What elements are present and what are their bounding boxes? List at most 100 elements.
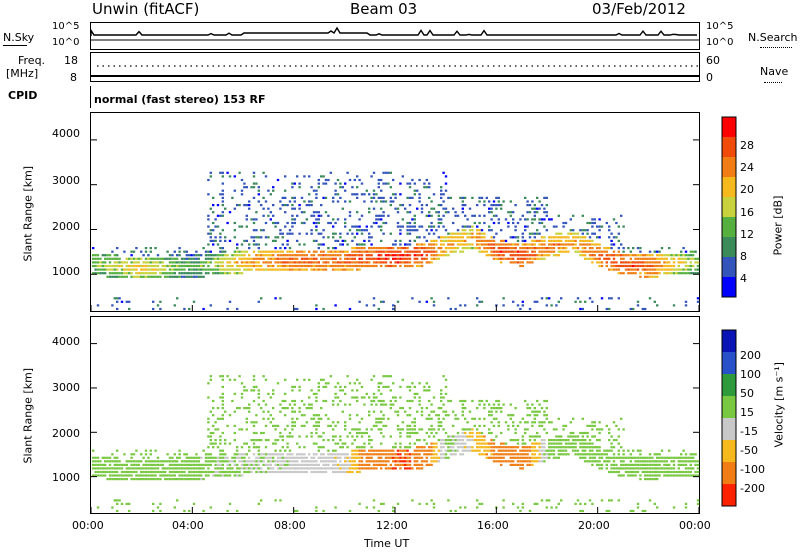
velocity-cell — [574, 435, 577, 438]
velocity-cell — [348, 431, 352, 435]
power-cell — [152, 264, 155, 268]
velocity-cell — [418, 446, 421, 449]
velocity-cell — [281, 439, 284, 442]
power-cell — [274, 261, 277, 264]
power-cell — [332, 250, 335, 253]
power-cell — [401, 247, 404, 250]
power-cell — [360, 229, 364, 232]
velocity-cell — [130, 453, 133, 456]
power-cell — [192, 272, 196, 275]
velocity-cell — [617, 456, 620, 459]
velocity-cell — [473, 417, 476, 420]
power-cell — [435, 229, 438, 232]
power-cell — [612, 264, 616, 268]
velocity-cell — [214, 421, 217, 424]
power-cell — [428, 232, 431, 235]
velocity-cell — [492, 460, 496, 463]
vel-cbar-tick-m100: -100 — [740, 463, 765, 476]
velocity-cell — [447, 499, 450, 502]
power-cell — [444, 229, 448, 232]
power-cell — [442, 193, 445, 196]
power-cell — [183, 264, 186, 268]
velocity-cell — [245, 407, 248, 410]
power-cell — [161, 264, 164, 268]
velocity-cell — [190, 467, 193, 470]
power-cell — [567, 236, 570, 239]
velocity-cell — [293, 421, 296, 424]
power-cell — [267, 261, 270, 264]
velocity-cell — [512, 421, 515, 424]
velocity-cell — [248, 467, 251, 470]
power-cell — [300, 268, 304, 271]
power-cell — [137, 272, 140, 275]
velocity-cell — [413, 417, 416, 420]
power-cell — [516, 239, 520, 242]
velocity-cell — [298, 456, 301, 459]
velocity-cell — [286, 467, 289, 470]
power-cell — [248, 254, 251, 257]
power-cell — [617, 254, 620, 257]
power-cell — [257, 300, 260, 303]
power-cell — [440, 204, 443, 207]
velocity-cell — [279, 453, 282, 456]
power-cell — [572, 214, 575, 217]
velocity-cell — [564, 439, 568, 442]
power-cell — [387, 182, 390, 185]
power-cell — [243, 261, 246, 264]
velocity-cell — [334, 470, 337, 474]
velocity-cell — [514, 407, 517, 410]
velocity-cell — [452, 410, 455, 413]
velocity-cell — [557, 456, 560, 459]
velocity-cell — [257, 403, 260, 406]
power-cell — [99, 268, 102, 271]
velocity-cell — [536, 410, 539, 413]
power-cell — [574, 236, 577, 239]
velocity-cell — [238, 474, 241, 477]
velocity-cell — [540, 424, 544, 427]
velocity-cell — [180, 463, 184, 466]
power-cell — [466, 218, 469, 221]
power-cell — [644, 268, 647, 271]
power-cell — [176, 275, 179, 278]
power-cell — [596, 247, 599, 250]
velocity-cell — [418, 382, 421, 385]
velocity-cell — [154, 463, 157, 466]
velocity-cell — [495, 399, 498, 403]
power-cell — [291, 225, 294, 228]
power-cell — [228, 261, 232, 264]
velocity-cell — [536, 435, 539, 438]
velocity-cell — [598, 446, 601, 449]
power-cell — [190, 272, 193, 275]
velocity-cell — [140, 453, 143, 456]
velocity-cell — [622, 463, 625, 466]
velocity-cell — [668, 467, 671, 470]
velocity-cell — [401, 463, 404, 466]
power-cell — [144, 250, 148, 253]
power-cell — [399, 229, 402, 232]
power-cell — [519, 254, 522, 257]
power-cell — [185, 261, 188, 264]
power-cell — [490, 211, 493, 214]
velocity-cell — [284, 378, 287, 381]
velocity-cell — [471, 435, 474, 438]
power-cell — [137, 275, 140, 278]
power-cell — [377, 186, 380, 189]
velocity-cell — [329, 467, 332, 470]
power-cell — [447, 211, 450, 214]
power-cell — [322, 254, 325, 257]
velocity-cell — [320, 456, 323, 459]
power-cell — [483, 204, 486, 207]
velocity-cell — [152, 463, 155, 466]
velocity-cell — [444, 392, 448, 395]
velocity-cell — [516, 463, 520, 466]
power-cell — [262, 207, 265, 210]
velocity-cell — [389, 399, 392, 403]
power-cell — [560, 247, 563, 250]
velocity-cell — [440, 424, 443, 427]
velocity-cell — [284, 414, 287, 417]
power-cell — [538, 250, 541, 253]
power-cell — [658, 264, 661, 268]
velocity-cell — [464, 417, 467, 420]
velocity-cell — [512, 460, 515, 463]
power-cell — [524, 225, 527, 228]
